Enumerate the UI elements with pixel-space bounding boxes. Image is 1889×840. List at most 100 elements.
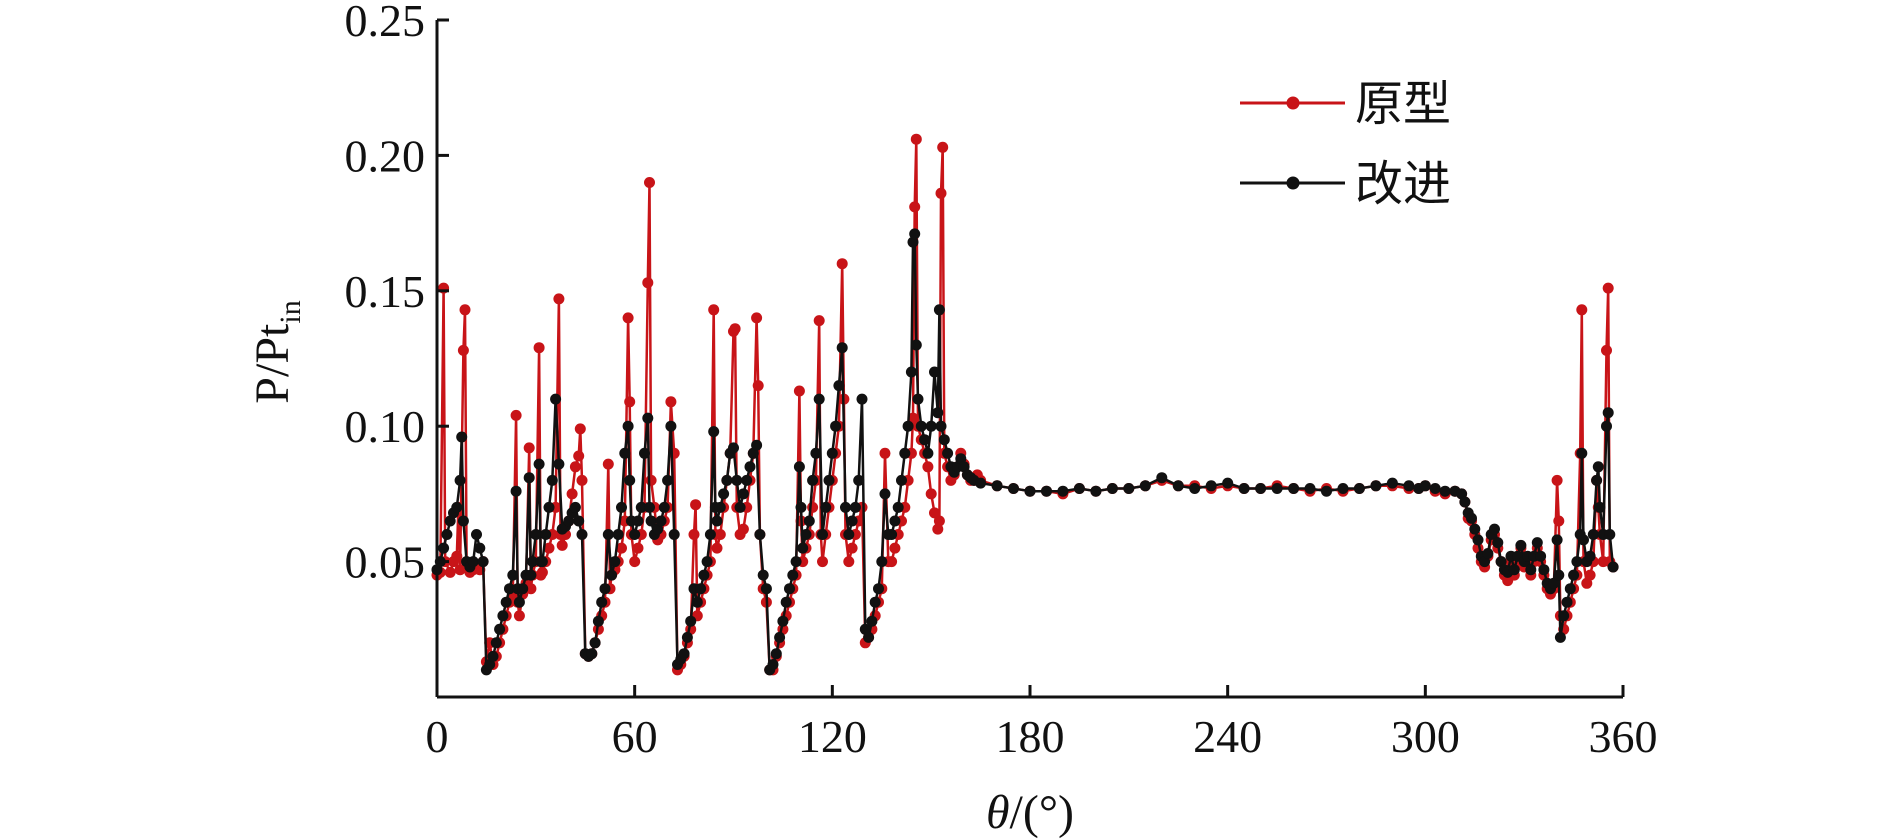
data-point xyxy=(741,474,753,486)
data-point xyxy=(467,556,479,568)
data-point xyxy=(612,529,624,540)
data-point xyxy=(644,177,655,188)
y-tick-label: 0.05 xyxy=(345,537,426,588)
data-point xyxy=(665,420,677,432)
series-line xyxy=(435,232,1615,672)
data-point xyxy=(925,488,937,500)
ticks: 0 60 120 180 240 300 360 0.05 0.10 0.15 0.20 0.25 xyxy=(345,0,1658,762)
data-point xyxy=(569,501,581,513)
data-point xyxy=(830,420,842,432)
x-tick-label: 120 xyxy=(798,711,867,762)
data-point xyxy=(444,566,456,578)
data-point xyxy=(975,477,987,489)
data-point xyxy=(714,501,726,513)
data-point xyxy=(688,529,700,540)
data-point xyxy=(438,542,450,554)
data-point xyxy=(879,447,891,459)
data-point xyxy=(624,474,636,486)
data-point xyxy=(635,501,647,513)
data-point xyxy=(1482,548,1494,559)
data-point xyxy=(490,637,502,649)
data-point xyxy=(525,569,537,581)
series-2 xyxy=(431,228,1619,676)
x-tick-label: 240 xyxy=(1193,711,1262,762)
data-point xyxy=(889,542,901,554)
data-point xyxy=(1008,483,1019,494)
data-point xyxy=(1602,407,1614,419)
data-point xyxy=(1591,474,1603,486)
data-point xyxy=(896,474,907,486)
data-point xyxy=(573,450,585,462)
data-point xyxy=(632,515,644,527)
data-point xyxy=(823,474,835,486)
data-point xyxy=(451,501,463,513)
data-point xyxy=(487,650,499,662)
data-point xyxy=(1525,564,1537,576)
series-1 xyxy=(431,133,1619,676)
data-point xyxy=(1554,631,1566,643)
legend-label: 原型 xyxy=(1355,76,1451,132)
data-point xyxy=(1041,485,1052,497)
data-point xyxy=(1492,537,1504,549)
data-point xyxy=(909,228,921,240)
data-point xyxy=(533,342,545,354)
data-point xyxy=(525,583,537,595)
data-point xyxy=(1601,420,1612,432)
data-point xyxy=(645,515,657,527)
data-point xyxy=(574,423,586,435)
data-point xyxy=(1587,529,1599,540)
data-point xyxy=(734,501,746,513)
data-point xyxy=(1090,485,1102,497)
data-point xyxy=(513,596,525,608)
data-point xyxy=(596,596,608,608)
data-point xyxy=(1592,461,1604,473)
data-point xyxy=(592,615,604,627)
data-point xyxy=(662,474,674,486)
data-point xyxy=(933,515,945,527)
data-point xyxy=(530,529,542,540)
data-point xyxy=(599,583,611,595)
data-point xyxy=(1403,480,1415,492)
data-point xyxy=(471,529,482,540)
data-point xyxy=(905,366,917,378)
data-point xyxy=(1551,474,1563,486)
legend-marker xyxy=(1286,96,1300,110)
data-point xyxy=(523,472,535,484)
data-point xyxy=(853,474,865,486)
data-point xyxy=(690,499,702,511)
data-point xyxy=(474,542,486,554)
data-point xyxy=(589,637,601,649)
data-point xyxy=(912,393,924,405)
data-point xyxy=(932,407,944,419)
data-point xyxy=(1304,483,1316,494)
data-point xyxy=(456,431,468,443)
x-tick-label: 300 xyxy=(1391,711,1460,762)
data-point xyxy=(795,501,807,513)
data-point xyxy=(817,556,828,568)
data-point xyxy=(1459,496,1471,508)
data-point xyxy=(922,447,934,459)
data-point xyxy=(737,523,749,535)
data-point xyxy=(642,277,654,289)
data-point xyxy=(797,542,809,554)
data-point xyxy=(1584,569,1596,581)
data-point xyxy=(616,501,627,513)
data-point xyxy=(774,631,786,643)
x-tick-label: 60 xyxy=(612,711,658,762)
data-point xyxy=(500,596,512,608)
data-point xyxy=(550,393,562,405)
data-point xyxy=(708,304,720,316)
data-point xyxy=(751,312,763,324)
series-layer xyxy=(431,133,1619,676)
data-point xyxy=(731,474,743,486)
data-point xyxy=(879,488,891,500)
data-point xyxy=(1123,483,1135,494)
data-point xyxy=(787,569,799,581)
data-point xyxy=(517,583,529,595)
data-point xyxy=(602,458,614,470)
data-point xyxy=(629,529,641,540)
data-point xyxy=(937,141,949,153)
data-point xyxy=(642,412,654,424)
data-point xyxy=(876,556,888,568)
x-tick-label: 0 xyxy=(426,711,449,762)
